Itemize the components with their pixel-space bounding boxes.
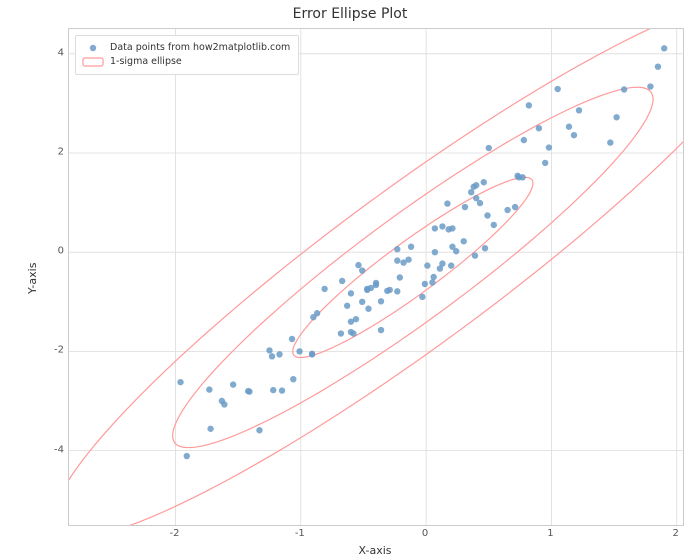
chart-title: Error Ellipse Plot <box>0 6 700 22</box>
y-tick-label: 2 <box>46 147 64 158</box>
scatter-marker-icon <box>82 42 104 54</box>
legend-item: 1-sigma ellipse <box>82 55 290 69</box>
legend-label: 1-sigma ellipse <box>110 55 182 69</box>
plot-area: Data points from how2matplotlib.com1-sig… <box>68 28 684 526</box>
y-tick-label: 4 <box>46 47 64 58</box>
x-tick-label: 2 <box>673 528 679 539</box>
legend: Data points from how2matplotlib.com1-sig… <box>75 35 299 75</box>
y-axis-label: Y-axis <box>26 263 39 294</box>
plot-svg <box>69 29 683 525</box>
y-tick-label: -2 <box>46 345 64 356</box>
y-tick-label: 0 <box>46 246 64 257</box>
x-axis-label: X-axis <box>68 544 682 557</box>
y-tick-label: -4 <box>46 444 64 455</box>
legend-item: Data points from how2matplotlib.com <box>82 41 290 55</box>
figure: Error Ellipse Plot Data points from how2… <box>0 0 700 560</box>
line-icon <box>82 56 104 68</box>
x-tick-label: 1 <box>547 528 553 539</box>
x-tick-label: 0 <box>422 528 428 539</box>
legend-label: Data points from how2matplotlib.com <box>110 41 290 55</box>
x-tick-label: -1 <box>295 528 305 539</box>
x-tick-label: -2 <box>170 528 180 539</box>
